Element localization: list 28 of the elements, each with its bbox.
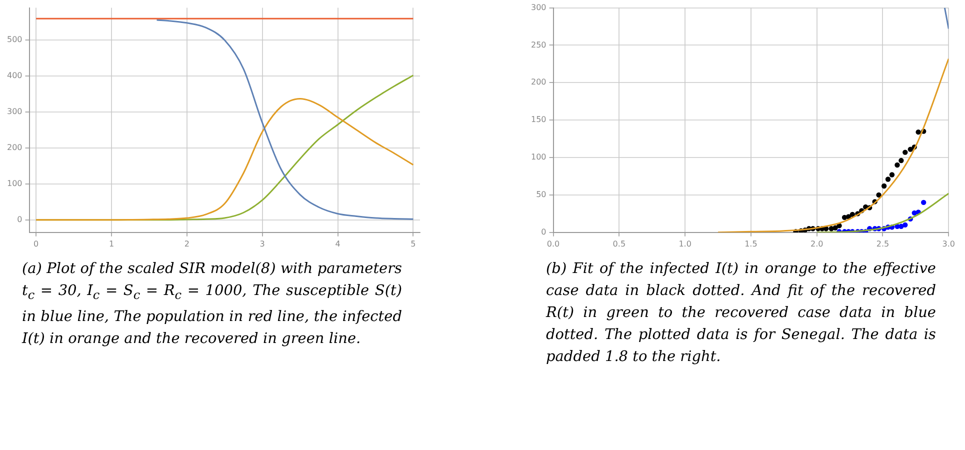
x-tick-label: 2.5 bbox=[876, 239, 890, 248]
x-tick-label: 1 bbox=[108, 239, 114, 248]
y-tick-label: 50 bbox=[536, 190, 546, 200]
y-tick-label: 300 bbox=[6, 107, 22, 116]
x-tick-label: 1.0 bbox=[678, 239, 692, 248]
y-tick-label: 200 bbox=[6, 143, 22, 152]
x-tick-label: 3 bbox=[260, 239, 265, 248]
text: (a) Plot of the scaled SIR model(8) with parameters t$_{c}$ = 30, I$_{c}$ = S$_{c}$ = R$_{c}$ = 1000, The susceptible S(t) in blue line, The population in red line, the infected I(t) in orange and the recovered in green line. bbox=[22, 261, 402, 347]
y-tick-label: 100 bbox=[6, 178, 22, 188]
x-tick-label: 5 bbox=[410, 239, 416, 248]
x-tick-label: 2 bbox=[184, 239, 190, 248]
y-tick-label: 0 bbox=[17, 214, 22, 224]
y-tick-label: 500 bbox=[6, 35, 22, 44]
y-tick-label: 250 bbox=[530, 40, 546, 50]
x-tick-label: 0.5 bbox=[612, 239, 626, 248]
y-tick-label: 150 bbox=[530, 115, 546, 124]
y-tick-label: 300 bbox=[530, 2, 546, 12]
x-tick-label: 3.0 bbox=[942, 239, 956, 248]
x-tick-label: 1.5 bbox=[744, 239, 758, 248]
y-tick-label: 100 bbox=[530, 152, 546, 162]
x-tick-label: 0.0 bbox=[546, 239, 560, 248]
y-tick-label: 200 bbox=[530, 78, 546, 87]
y-tick-label: 400 bbox=[6, 71, 22, 80]
x-tick-label: 0 bbox=[34, 239, 39, 248]
x-tick-label: 4 bbox=[335, 239, 340, 248]
x-tick-label: 2.0 bbox=[810, 239, 824, 248]
text: (b) Fit of the infected I(t) in orange to the effective case data in black dotted. And fit of the recovered R(t) in green to the recovered case data in blue dotted. The plotted data is for Senegal. The data is padded 1.8 to the right. bbox=[546, 260, 936, 367]
y-tick-label: 0 bbox=[541, 227, 546, 236]
